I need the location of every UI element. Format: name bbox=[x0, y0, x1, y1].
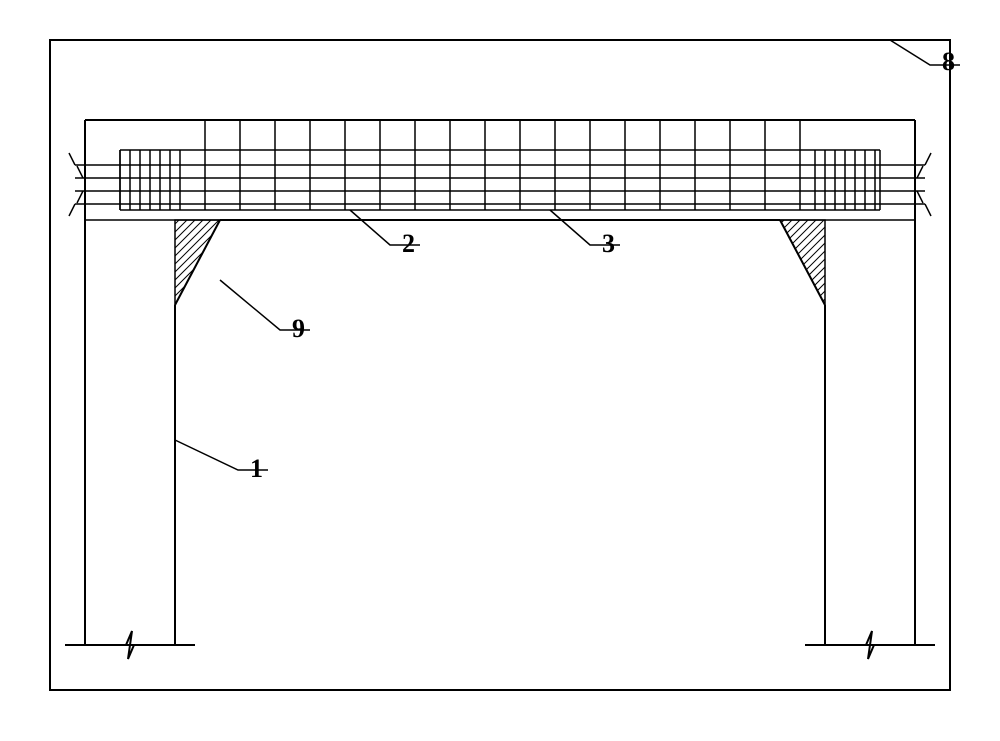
label-2: 2 bbox=[402, 229, 415, 258]
engineering-diagram: 8 2 3 9 1 bbox=[20, 20, 980, 721]
label-1: 1 bbox=[250, 454, 263, 483]
label-9: 9 bbox=[292, 314, 305, 343]
label-3: 3 bbox=[602, 229, 615, 258]
diagram-container: 8 2 3 9 1 bbox=[20, 20, 980, 721]
label-8: 8 bbox=[942, 47, 955, 76]
